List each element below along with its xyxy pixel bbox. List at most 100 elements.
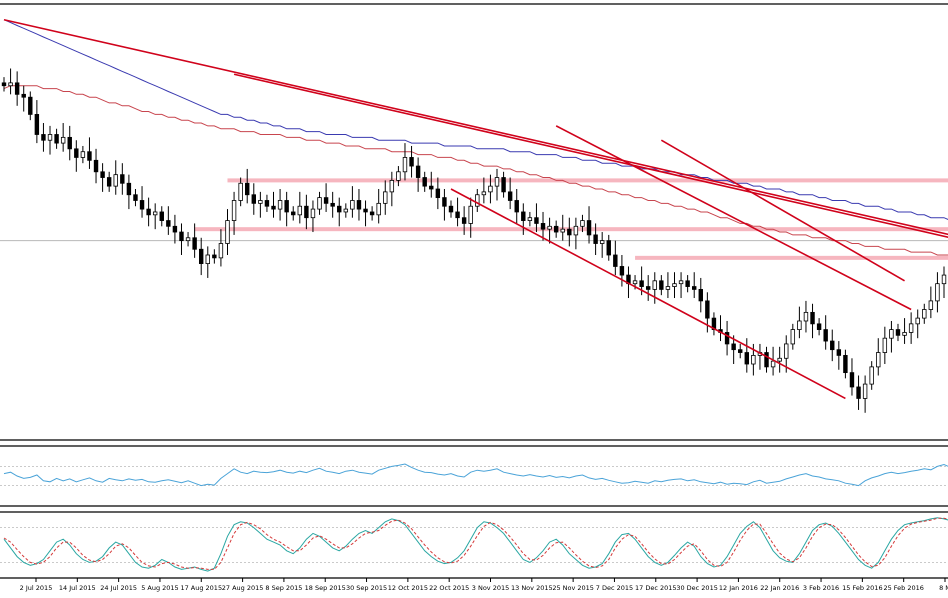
x-tick-label: 15 Feb 2016	[842, 584, 882, 592]
candle	[304, 194, 309, 230]
candle-body	[521, 211, 526, 221]
candle	[120, 163, 125, 195]
candle	[429, 171, 434, 198]
candle-body	[507, 191, 513, 201]
candle	[146, 197, 151, 227]
candle-body	[580, 220, 585, 227]
candle	[672, 272, 677, 299]
candle	[823, 315, 828, 350]
candle	[297, 191, 303, 224]
candle	[678, 272, 684, 299]
candle	[41, 123, 46, 152]
candle	[409, 145, 414, 178]
candle	[34, 100, 40, 144]
candle-body	[185, 237, 191, 242]
candle-body	[764, 352, 769, 368]
candle-body	[573, 225, 579, 236]
x-axis: 2 Jul 2015 14 Jul 2015 24 Jul 2015 5 Aug 20…	[20, 578, 948, 592]
oscillator-2-series-1	[3, 517, 948, 572]
candle	[777, 346, 782, 373]
x-tick-label: 17 Dec 2015	[635, 584, 677, 592]
candle	[93, 148, 99, 184]
candle	[231, 191, 237, 235]
candle	[159, 206, 164, 227]
candle-body	[836, 349, 842, 356]
candle-body	[54, 134, 59, 144]
candle	[350, 186, 355, 218]
candle	[422, 171, 427, 192]
candle-body	[271, 205, 276, 210]
candle	[573, 217, 579, 250]
x-tick-label: 8 M	[939, 584, 948, 592]
candle-body	[889, 329, 894, 339]
candle	[685, 275, 690, 293]
candle	[172, 214, 178, 244]
candle-body	[567, 228, 572, 236]
candle	[494, 168, 500, 201]
candle	[139, 186, 145, 218]
candle	[711, 312, 717, 336]
candle	[8, 68, 13, 95]
candle-body	[21, 93, 26, 98]
candle-body	[534, 217, 539, 224]
candle	[369, 206, 375, 221]
candle-body	[803, 311, 809, 322]
candle-body	[797, 320, 802, 330]
candle-body	[869, 366, 874, 385]
candle	[376, 189, 381, 224]
candle-body	[790, 329, 796, 345]
candle	[363, 200, 368, 227]
candle-body	[731, 343, 736, 351]
candle	[665, 272, 671, 299]
candle	[698, 277, 703, 313]
candle-body	[323, 197, 329, 204]
candle-body	[356, 200, 362, 210]
trendline-3	[555, 125, 912, 311]
candle-body	[639, 280, 644, 287]
candle	[856, 375, 861, 410]
candle-body	[205, 254, 210, 264]
x-tick-label: 24 Jul 2015	[100, 584, 137, 592]
candle-body	[468, 205, 473, 224]
candle	[218, 229, 224, 267]
oscillator-1-series-layer	[3, 463, 948, 487]
candle-body	[711, 317, 717, 330]
x-tick-label: 12 Jan 2016	[719, 584, 758, 592]
candle-body	[34, 114, 40, 135]
candle-body	[560, 228, 565, 233]
candle	[895, 323, 901, 342]
candle-body	[777, 357, 782, 362]
candle	[501, 171, 506, 198]
candle-body	[784, 343, 789, 359]
candle-body	[93, 159, 99, 173]
candle	[843, 349, 848, 379]
candle	[435, 177, 441, 210]
trendline-1	[3, 18, 948, 236]
candle	[152, 203, 158, 230]
trendline-4	[660, 139, 905, 282]
candle-body	[514, 200, 519, 213]
candle	[291, 206, 296, 221]
candle-body	[258, 200, 263, 204]
candle	[80, 145, 86, 164]
candle-body	[284, 200, 289, 213]
candle-body	[396, 171, 401, 181]
candle	[21, 85, 26, 112]
candle	[67, 125, 72, 161]
candle	[448, 200, 454, 218]
candle	[133, 189, 138, 207]
candle	[415, 157, 421, 192]
candle-body	[369, 211, 375, 216]
candle-body	[337, 205, 342, 213]
candle-body	[547, 225, 552, 230]
candle	[567, 217, 572, 247]
candle-body	[310, 208, 316, 219]
candle-body	[41, 134, 46, 141]
candle	[724, 320, 730, 356]
candle-body	[652, 280, 657, 290]
candle	[902, 318, 907, 344]
candle	[652, 272, 657, 304]
